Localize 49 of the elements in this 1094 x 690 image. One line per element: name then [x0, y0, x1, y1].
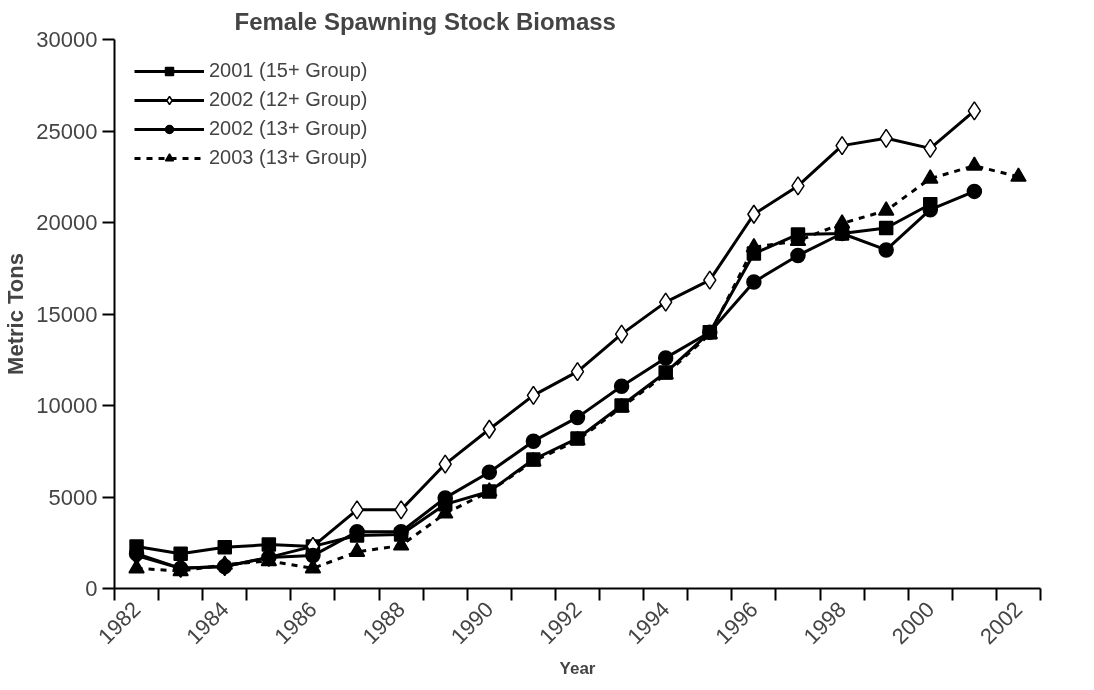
- point: [877, 201, 895, 216]
- point: [1010, 167, 1027, 182]
- legend-label: 2003 (13+ Group): [209, 146, 368, 169]
- point: [657, 350, 674, 366]
- point: [525, 433, 542, 449]
- chart-title: Female Spawning Stock Biomass: [234, 7, 616, 35]
- point: [217, 540, 232, 555]
- point: [833, 214, 851, 229]
- point: [305, 547, 321, 564]
- point: [569, 409, 586, 426]
- point: [613, 378, 630, 395]
- point: [526, 385, 541, 406]
- point: [922, 169, 939, 184]
- point: [745, 237, 763, 253]
- y-tick-label: 15000: [36, 301, 98, 327]
- y-axis-title: Metric Tons: [3, 253, 29, 375]
- point: [350, 500, 364, 520]
- point: [128, 545, 145, 562]
- point: [878, 220, 894, 236]
- point: [966, 183, 983, 200]
- point: [923, 138, 938, 159]
- point: [394, 500, 408, 520]
- y-tick-label: 10000: [36, 393, 98, 418]
- point: [967, 101, 982, 121]
- point: [878, 242, 894, 258]
- y-tick-label: 0: [85, 576, 98, 601]
- point: [481, 464, 498, 481]
- y-tick-label: 20000: [36, 210, 98, 235]
- point: [966, 156, 983, 171]
- point: [482, 419, 497, 440]
- point: [261, 537, 277, 552]
- point: [790, 247, 806, 264]
- point: [658, 292, 673, 312]
- x-axis-title: Year: [559, 658, 596, 678]
- point: [614, 324, 629, 344]
- point: [438, 454, 452, 474]
- y-tick-label: 25000: [36, 118, 98, 144]
- point: [703, 270, 717, 290]
- y-tick-label: 30000: [36, 27, 98, 52]
- point: [216, 555, 233, 570]
- legend-label: 2002 (13+ Group): [209, 117, 368, 140]
- point: [746, 274, 762, 290]
- point: [791, 176, 805, 196]
- y-tick-label: 5000: [48, 484, 98, 510]
- legend-label: 2002 (12+ Group): [209, 88, 368, 111]
- legend-label: 2001 (15+ Group): [209, 59, 368, 82]
- point: [348, 542, 366, 557]
- point: [173, 546, 188, 561]
- point: [570, 361, 585, 382]
